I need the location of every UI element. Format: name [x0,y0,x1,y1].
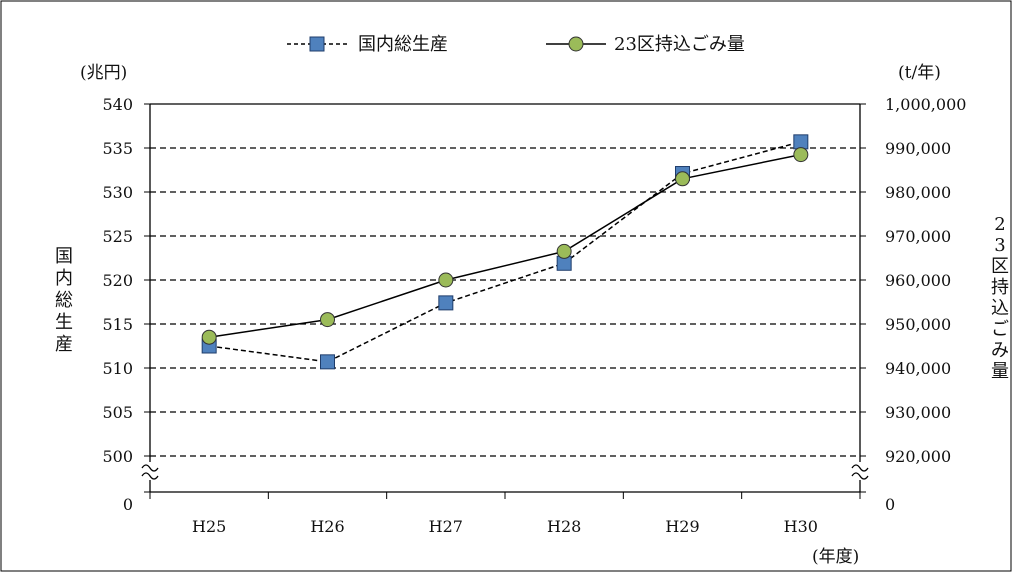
right-axis-title: 2 3 区持込ごみ量 [991,214,1009,382]
left-axis-break [141,464,159,480]
series-line-gdp [209,141,802,363]
data-point-waste [438,272,454,288]
legend-gdp-marker [309,36,325,52]
right-tick-label: 930,000 [885,403,951,422]
left-tick-label: 515 [102,315,133,334]
data-point-gdp [320,354,335,370]
right-tick-label: 920,000 [885,447,951,466]
left-tick-label: 540 [102,95,133,114]
axes [141,104,869,499]
right-axis-unit: (t/年) [898,63,941,83]
left-tick-label: 520 [102,271,133,290]
legend-waste-label: 23区持込ごみ量 [614,34,745,55]
right-tick-label: 940,000 [885,359,951,378]
right-zero-label: 0 [885,495,895,514]
data-point-waste [793,147,809,163]
x-tick-label: H29 [665,517,699,536]
x-tick-label: H27 [429,517,463,536]
legend-waste-marker [568,36,584,52]
right-tick-labels: 1,000,000 990,000 980,000 970,000 960,000 950… [885,95,966,466]
x-tick-label: H26 [310,517,344,536]
series [201,134,809,370]
left-axis-title: 国内総生産 [55,246,73,355]
right-tick-label: 950,000 [885,315,951,334]
right-tick-label: 960,000 [885,271,951,290]
data-point-waste [201,329,217,345]
gridlines [144,103,866,457]
left-tick-label: 530 [102,183,133,202]
right-tick-label: 970,000 [885,227,951,246]
x-tick-label: H25 [192,517,226,536]
legend-gdp-label: 国内総生産 [358,34,448,55]
right-tick-label: 990,000 [885,139,951,158]
left-axis-unit: (兆円) [80,63,127,83]
left-zero-label: 0 [123,495,133,514]
x-axis-unit: (年度) [812,547,859,567]
left-tick-label: 500 [102,447,133,466]
left-tick-label: 535 [102,139,133,158]
right-tick-label: 1,000,000 [885,95,966,114]
left-tick-label: 510 [102,359,133,378]
x-tick-label: H30 [784,517,818,536]
data-point-gdp [793,134,809,150]
data-point-waste [556,243,572,259]
x-tick-label: H28 [547,517,581,536]
left-tick-label: 525 [102,227,133,246]
left-tick-labels: 540 535 530 525 520 515 510 505 500 [102,95,133,466]
right-tick-label: 980,000 [885,183,951,202]
data-point-waste [320,312,335,328]
data-point-gdp [438,295,454,311]
x-tick-labels: H25 H26 H27 H28 H29 H30 [192,517,818,536]
right-axis-break [851,464,869,480]
series-line-waste [209,153,801,338]
data-point-waste [675,171,690,187]
legend: 国内総生産 23区持込ごみ量 [287,34,745,55]
left-tick-label: 505 [102,403,133,422]
